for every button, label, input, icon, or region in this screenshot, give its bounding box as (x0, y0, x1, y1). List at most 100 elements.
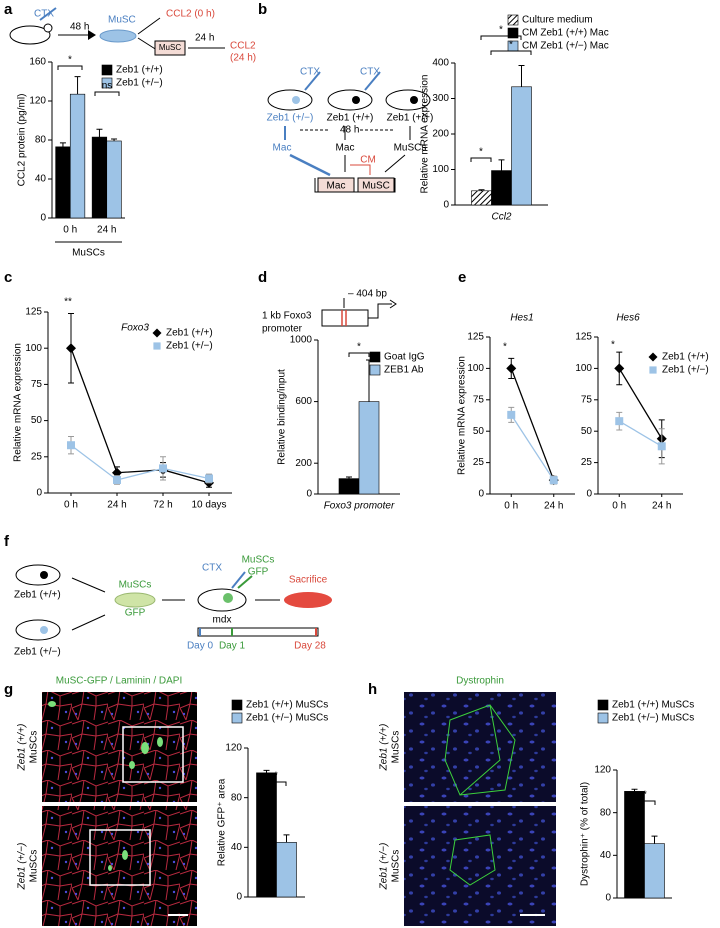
y-tick-label: 1000 (290, 335, 313, 346)
bar (624, 791, 645, 899)
row-label: MuSCs (29, 731, 40, 764)
bar (106, 140, 122, 219)
annotation: * (68, 55, 72, 66)
line (70, 347, 210, 484)
bar (276, 842, 297, 898)
bar (55, 146, 71, 219)
label: mdx (213, 615, 232, 626)
y-tick-label: 200 (432, 129, 449, 140)
marker (153, 342, 161, 350)
x-tick-label: 72 h (153, 500, 172, 511)
legend-label: CM Zeb1 (+/+) Mac (522, 28, 609, 39)
bar (69, 93, 86, 219)
legend-swatch (369, 351, 381, 363)
marker (67, 441, 75, 450)
error-bar (651, 835, 658, 844)
y-tick-label: 0 (586, 489, 592, 500)
y-axis-label: Relative mRNA expression (457, 356, 468, 475)
label: Sacrifice (289, 575, 328, 586)
y-tick-label: 80 (600, 807, 612, 818)
y-tick-label: 80 (35, 135, 47, 146)
label: 48 h (70, 22, 89, 33)
y-tick-label: 0 (236, 892, 242, 903)
row-label: Zeb1 (+/−) (379, 843, 390, 891)
label: MuSCs (394, 143, 427, 154)
panel-label: c (4, 269, 12, 286)
label: MuSC (159, 43, 181, 52)
label: Zeb1 (+/−) (267, 113, 314, 124)
legend-label: Zeb1 (+/+) (662, 352, 709, 363)
error-bar (59, 142, 66, 147)
x-tick-label: 24 h (97, 225, 116, 236)
y-tick-label: 600 (295, 396, 312, 407)
legend-label: Zeb1 (+/−) MuSCs (246, 713, 328, 724)
y-tick-label: 0 (36, 488, 42, 499)
x-tick-label: 0 h (64, 500, 78, 511)
legend-label: Culture medium (522, 15, 593, 26)
sig-bracket (265, 781, 287, 786)
panel-label: g (4, 681, 13, 698)
label: MuSC (108, 15, 136, 26)
chart-title: Hes6 (616, 313, 640, 324)
panel-label: e (458, 269, 466, 286)
bar (256, 772, 277, 898)
label: CCL2 (0 h) (166, 9, 215, 20)
error-bar (631, 788, 638, 792)
error-bar (283, 834, 290, 843)
sig-bracket (94, 91, 120, 96)
label: Zeb1 (+/−) (14, 647, 61, 658)
panel-label: h (368, 681, 377, 698)
error-bar (263, 769, 270, 773)
y-tick-label: 120 (594, 765, 611, 776)
y-tick-label: 0 (306, 489, 312, 500)
y-axis-label: Relative mRNA expression (13, 343, 24, 462)
x-tick-label: 24 h (652, 501, 671, 512)
y-tick-label: 40 (231, 842, 243, 853)
y-tick-label: 160 (29, 57, 46, 68)
label: – 404 bp (348, 289, 387, 300)
y-tick-label: 40 (600, 850, 612, 861)
bar (338, 478, 360, 495)
annotation: ns (102, 81, 113, 92)
legend-swatch (597, 699, 609, 711)
legend-label: Zeb1 (+/−) (116, 78, 163, 89)
error-bar (366, 359, 372, 402)
y-tick-label: 0 (40, 213, 46, 224)
legend-swatch (507, 27, 519, 39)
panel-title: Dystrophin (456, 676, 504, 687)
y-tick-label: 25 (473, 457, 485, 468)
label: Zeb1 (+/+) (327, 113, 374, 124)
annotation: * (479, 147, 483, 158)
y-tick-label: 50 (473, 426, 485, 437)
annotation: * (509, 40, 513, 51)
panel-label: a (4, 1, 13, 18)
legend-swatch (231, 699, 243, 711)
error-bar (478, 189, 485, 191)
y-tick-label: 75 (473, 394, 485, 405)
y-tick-label: 400 (432, 58, 449, 69)
y-tick-label: 40 (35, 174, 47, 185)
marker (615, 417, 624, 426)
line (618, 368, 663, 440)
line (510, 414, 555, 481)
y-tick-label: 100 (575, 363, 592, 374)
legend-label: Zeb1 (+/+) (166, 328, 213, 339)
chart-title: Hes1 (510, 313, 533, 324)
label: Mac (336, 143, 355, 154)
row-label: Zeb1 (+/+) (379, 724, 390, 772)
label: CTX (300, 67, 320, 78)
label: 48 h (340, 125, 359, 136)
label: Mac (273, 143, 292, 154)
marker (648, 352, 658, 362)
group-label: MuSCs (72, 248, 105, 259)
bar (358, 401, 380, 495)
line (618, 420, 663, 447)
y-tick-label: 50 (581, 426, 593, 437)
x-tick-label: 0 h (612, 501, 626, 512)
label: GFP (248, 567, 269, 578)
error-bar (346, 476, 352, 479)
y-tick-label: 25 (581, 457, 593, 468)
annotation: * (499, 25, 503, 36)
x-tick-label: Ccl2 (491, 212, 511, 223)
annotation: * (643, 790, 647, 801)
